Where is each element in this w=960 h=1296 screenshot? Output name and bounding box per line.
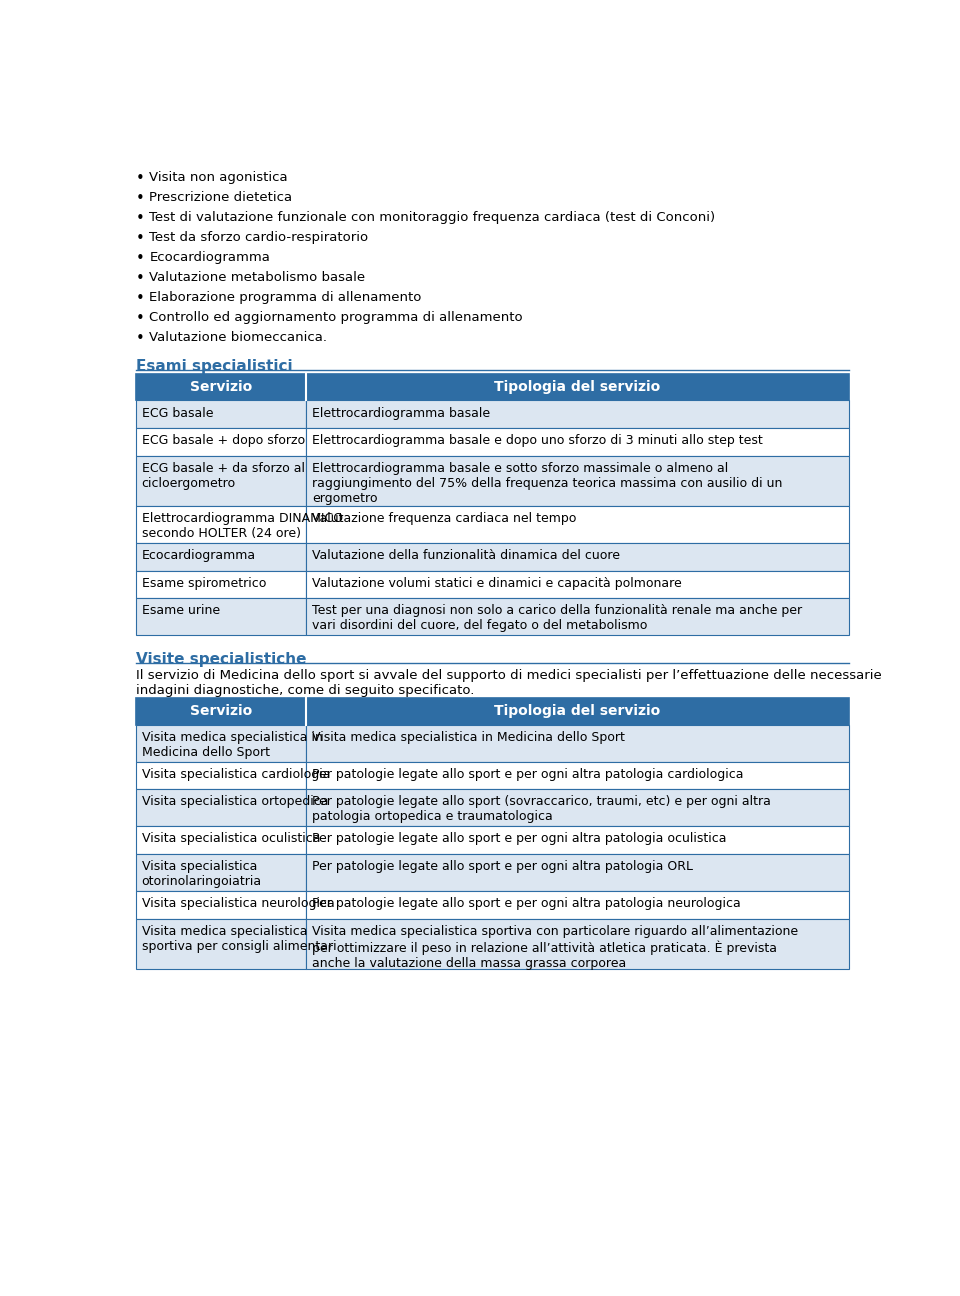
Text: Valutazione della funzionalità dinamica del cuore: Valutazione della funzionalità dinamica …: [312, 550, 620, 562]
Text: ECG basale + dopo sforzo: ECG basale + dopo sforzo: [142, 434, 305, 447]
Text: •: •: [135, 271, 144, 286]
Text: Per patologie legate allo sport e per ogni altra patologia ORL: Per patologie legate allo sport e per og…: [312, 861, 693, 874]
Bar: [306, 599, 849, 635]
Bar: [306, 570, 849, 599]
Text: Visita specialistica ortopedica: Visita specialistica ortopedica: [142, 796, 328, 809]
Text: •: •: [135, 171, 144, 185]
Text: Visita medica specialistica
sportiva per consigli alimentari: Visita medica specialistica sportiva per…: [142, 925, 336, 953]
Bar: [135, 854, 306, 890]
Bar: [135, 699, 306, 724]
Bar: [135, 428, 306, 456]
Text: •: •: [135, 292, 144, 306]
Text: •: •: [135, 211, 144, 226]
Bar: [306, 699, 849, 724]
Text: Esame urine: Esame urine: [142, 604, 220, 617]
Bar: [135, 826, 306, 854]
Text: Visita medica specialistica in
Medicina dello Sport: Visita medica specialistica in Medicina …: [142, 731, 323, 758]
Text: Visite specialistiche: Visite specialistiche: [135, 652, 306, 667]
Text: ECG basale + da sforzo al
cicloergometro: ECG basale + da sforzo al cicloergometro: [142, 461, 304, 490]
Bar: [306, 375, 849, 400]
Text: Visita specialistica neurologica: Visita specialistica neurologica: [142, 897, 334, 910]
Bar: [306, 762, 849, 789]
Text: Visita specialistica oculistica: Visita specialistica oculistica: [142, 832, 321, 845]
Text: Ecocardiogramma: Ecocardiogramma: [150, 251, 271, 264]
Text: Controllo ed aggiornamento programma di allenamento: Controllo ed aggiornamento programma di …: [150, 311, 523, 324]
Bar: [135, 919, 306, 968]
Text: Esami specialistici: Esami specialistici: [135, 359, 292, 373]
Bar: [135, 456, 306, 505]
Bar: [306, 854, 849, 890]
Text: •: •: [135, 231, 144, 246]
Bar: [306, 826, 849, 854]
Bar: [306, 724, 849, 762]
Text: Per patologie legate allo sport e per ogni altra patologia cardiologica: Per patologie legate allo sport e per og…: [312, 767, 744, 780]
Text: Prescrizione dietetica: Prescrizione dietetica: [150, 191, 293, 203]
Text: Valutazione frequenza cardiaca nel tempo: Valutazione frequenza cardiaca nel tempo: [312, 512, 577, 525]
Bar: [306, 890, 849, 919]
Text: Esame spirometrico: Esame spirometrico: [142, 577, 266, 590]
Bar: [306, 789, 849, 826]
Text: Test da sforzo cardio-respiratorio: Test da sforzo cardio-respiratorio: [150, 231, 369, 244]
Text: Valutazione volumi statici e dinamici e capacità polmonare: Valutazione volumi statici e dinamici e …: [312, 577, 682, 590]
Text: Elettrocardiogramma basale e dopo uno sforzo di 3 minuti allo step test: Elettrocardiogramma basale e dopo uno sf…: [312, 434, 763, 447]
Text: Test per una diagnosi non solo a carico della funzionalità renale ma anche per
v: Test per una diagnosi non solo a carico …: [312, 604, 803, 632]
Text: •: •: [135, 330, 144, 346]
Text: Tipologia del servizio: Tipologia del servizio: [494, 380, 660, 394]
Bar: [306, 505, 849, 543]
Text: Per patologie legate allo sport (sovraccarico, traumi, etc) e per ogni altra
pat: Per patologie legate allo sport (sovracc…: [312, 796, 771, 823]
Text: Visita non agonistica: Visita non agonistica: [150, 171, 288, 184]
Bar: [306, 456, 849, 505]
Text: Visita medica specialistica sportiva con particolare riguardo all’alimentazione
: Visita medica specialistica sportiva con…: [312, 925, 799, 969]
Text: Test di valutazione funzionale con monitoraggio frequenza cardiaca (test di Conc: Test di valutazione funzionale con monit…: [150, 211, 715, 224]
Text: Valutazione biomeccanica.: Valutazione biomeccanica.: [150, 330, 327, 343]
Text: Servizio: Servizio: [190, 380, 252, 394]
Text: Valutazione metabolismo basale: Valutazione metabolismo basale: [150, 271, 366, 284]
Bar: [306, 428, 849, 456]
Bar: [135, 400, 306, 428]
Text: Per patologie legate allo sport e per ogni altra patologia neurologica: Per patologie legate allo sport e per og…: [312, 897, 741, 910]
Text: Tipologia del servizio: Tipologia del servizio: [494, 705, 660, 718]
Bar: [306, 543, 849, 570]
Text: Elaborazione programma di allenamento: Elaborazione programma di allenamento: [150, 292, 421, 305]
Bar: [135, 543, 306, 570]
Bar: [306, 400, 849, 428]
Text: Elettrocardiogramma basale: Elettrocardiogramma basale: [312, 407, 491, 420]
Text: •: •: [135, 191, 144, 206]
Bar: [135, 570, 306, 599]
Text: Visita specialistica cardiologia: Visita specialistica cardiologia: [142, 767, 330, 780]
Bar: [135, 890, 306, 919]
Bar: [135, 762, 306, 789]
Bar: [135, 724, 306, 762]
Bar: [135, 375, 306, 400]
Text: Per patologie legate allo sport e per ogni altra patologia oculistica: Per patologie legate allo sport e per og…: [312, 832, 727, 845]
Text: Il servizio di Medicina dello sport si avvale del supporto di medici specialisti: Il servizio di Medicina dello sport si a…: [135, 669, 881, 697]
Text: •: •: [135, 251, 144, 266]
Bar: [135, 599, 306, 635]
Text: Elettrocardiogramma basale e sotto sforzo massimale o almeno al
raggiungimento d: Elettrocardiogramma basale e sotto sforz…: [312, 461, 782, 505]
Text: ECG basale: ECG basale: [142, 407, 213, 420]
Bar: [135, 789, 306, 826]
Text: Elettrocardiogramma DINAMICO
secondo HOLTER (24 ore): Elettrocardiogramma DINAMICO secondo HOL…: [142, 512, 343, 540]
Text: Visita medica specialistica in Medicina dello Sport: Visita medica specialistica in Medicina …: [312, 731, 625, 744]
Text: •: •: [135, 311, 144, 327]
Text: Visita specialistica
otorinolaringoiatria: Visita specialistica otorinolaringoiatri…: [142, 861, 262, 888]
Text: Ecocardiogramma: Ecocardiogramma: [142, 550, 255, 562]
Bar: [306, 919, 849, 968]
Text: Servizio: Servizio: [190, 705, 252, 718]
Bar: [135, 505, 306, 543]
